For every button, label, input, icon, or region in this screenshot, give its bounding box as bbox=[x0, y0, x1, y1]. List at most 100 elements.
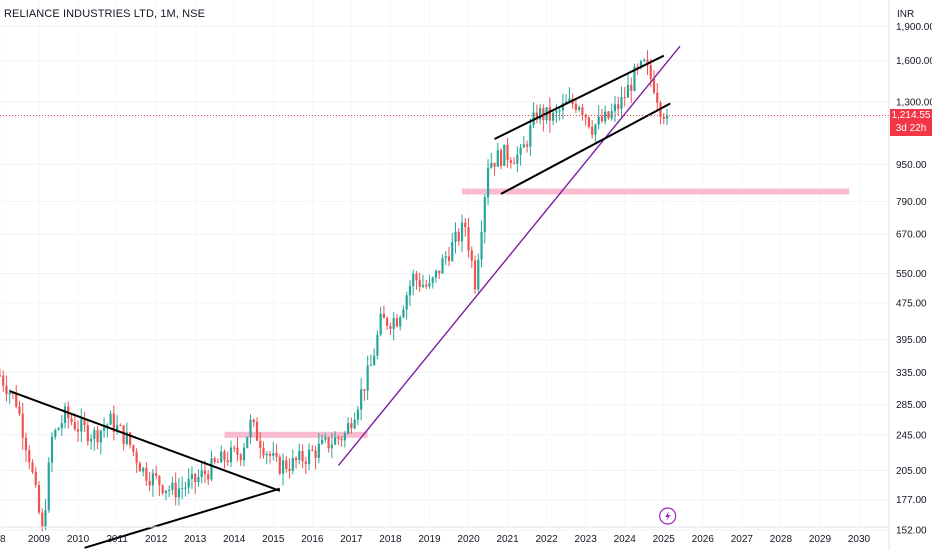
candle-up bbox=[115, 425, 119, 432]
candle-down bbox=[158, 476, 161, 486]
candle-down bbox=[350, 423, 353, 429]
candle-down bbox=[135, 451, 138, 464]
candle-up bbox=[353, 419, 356, 429]
bar-countdown: 3d 22h bbox=[895, 122, 927, 134]
candle-up bbox=[320, 439, 324, 444]
candle-up bbox=[373, 355, 376, 366]
candle-down bbox=[73, 422, 76, 430]
candle-up bbox=[369, 365, 373, 367]
candle-down bbox=[457, 231, 460, 242]
x-tick-label: 2026 bbox=[692, 534, 715, 545]
y-tick-label: 152.00 bbox=[896, 526, 927, 537]
y-tick-label: 245.00 bbox=[896, 430, 927, 441]
candle-down bbox=[438, 270, 441, 274]
candle-down bbox=[630, 85, 633, 91]
candle-up bbox=[8, 392, 11, 395]
candle-down bbox=[278, 456, 281, 474]
x-tick-label: 2010 bbox=[67, 534, 90, 545]
candle-up bbox=[60, 423, 63, 429]
candle-up bbox=[376, 334, 379, 356]
channel-line[interactable] bbox=[494, 54, 665, 140]
candle-up bbox=[620, 97, 623, 109]
x-tick-label: 2028 bbox=[770, 534, 793, 545]
candle-down bbox=[132, 445, 135, 452]
candle-up bbox=[272, 453, 275, 456]
candle-up bbox=[220, 451, 223, 463]
candle-down bbox=[255, 421, 259, 441]
channel-line[interactable] bbox=[500, 102, 671, 195]
candle-down bbox=[382, 313, 386, 319]
candle-up bbox=[89, 438, 93, 442]
candle-down bbox=[499, 150, 503, 166]
lightning-icon[interactable] bbox=[659, 507, 677, 525]
candle-down bbox=[70, 418, 73, 423]
candle-up bbox=[480, 231, 483, 260]
candle-down bbox=[506, 144, 509, 161]
candle-up bbox=[454, 231, 457, 242]
x-tick-label: 2018 bbox=[379, 534, 402, 545]
candle-down bbox=[259, 440, 262, 448]
candle-up bbox=[421, 284, 425, 287]
candle-down bbox=[216, 461, 220, 463]
candle-up bbox=[229, 447, 233, 463]
trend-line[interactable] bbox=[337, 45, 681, 466]
y-tick-label: 177.00 bbox=[896, 495, 927, 506]
candle-down bbox=[239, 454, 242, 461]
candle-down bbox=[607, 111, 610, 119]
candle-up bbox=[428, 283, 431, 287]
candle-up bbox=[431, 277, 434, 284]
candle-up bbox=[168, 489, 171, 491]
candle-up bbox=[496, 150, 499, 167]
candle-down bbox=[28, 450, 31, 463]
y-tick-label: 285.00 bbox=[896, 400, 927, 411]
candle-down bbox=[236, 447, 239, 455]
x-tick-label: 2011 bbox=[106, 534, 128, 545]
candle-down bbox=[174, 482, 177, 498]
candle-up bbox=[334, 437, 337, 445]
candle-up bbox=[529, 125, 532, 147]
candle-down bbox=[233, 447, 236, 449]
x-tick-label: 2020 bbox=[457, 534, 480, 545]
candle-up bbox=[486, 167, 490, 198]
candle-down bbox=[447, 256, 451, 261]
candle-down bbox=[138, 463, 141, 472]
x-tick-label: 2021 bbox=[496, 534, 519, 545]
candle-down bbox=[649, 65, 652, 79]
candle-up bbox=[568, 98, 571, 102]
candle-down bbox=[587, 117, 591, 127]
candle-down bbox=[363, 389, 366, 391]
candle-up bbox=[441, 258, 444, 274]
y-tick-label: 395.00 bbox=[896, 335, 927, 346]
x-tick-label: 2013 bbox=[184, 534, 207, 545]
candle-up bbox=[460, 222, 464, 242]
candle-down bbox=[425, 284, 428, 287]
x-tick-label: 2015 bbox=[262, 534, 285, 545]
candle-down bbox=[15, 392, 18, 407]
candle-down bbox=[659, 102, 662, 117]
candle-up bbox=[317, 443, 320, 458]
candle-up bbox=[197, 477, 200, 482]
candle-down bbox=[535, 112, 538, 120]
y-tick-label: 475.00 bbox=[896, 298, 927, 309]
candle-up bbox=[399, 317, 402, 327]
candle-down bbox=[652, 78, 656, 93]
candle-down bbox=[252, 419, 255, 422]
candle-up bbox=[565, 101, 568, 104]
candle-down bbox=[31, 462, 34, 472]
candle-up bbox=[99, 430, 102, 443]
channel-line[interactable] bbox=[9, 390, 281, 492]
y-tick-label: 1,900.00 bbox=[896, 22, 932, 33]
support-zone[interactable] bbox=[462, 188, 850, 195]
channel-line[interactable] bbox=[84, 487, 281, 549]
candle-up bbox=[54, 430, 57, 437]
candle-up bbox=[324, 437, 327, 440]
candle-up bbox=[558, 110, 561, 112]
candle-down bbox=[525, 144, 529, 147]
candle-down bbox=[574, 104, 578, 110]
support-zone[interactable] bbox=[224, 431, 368, 438]
currency-label[interactable]: INR bbox=[897, 9, 915, 20]
candle-up bbox=[490, 162, 493, 168]
candle-down bbox=[83, 419, 86, 426]
